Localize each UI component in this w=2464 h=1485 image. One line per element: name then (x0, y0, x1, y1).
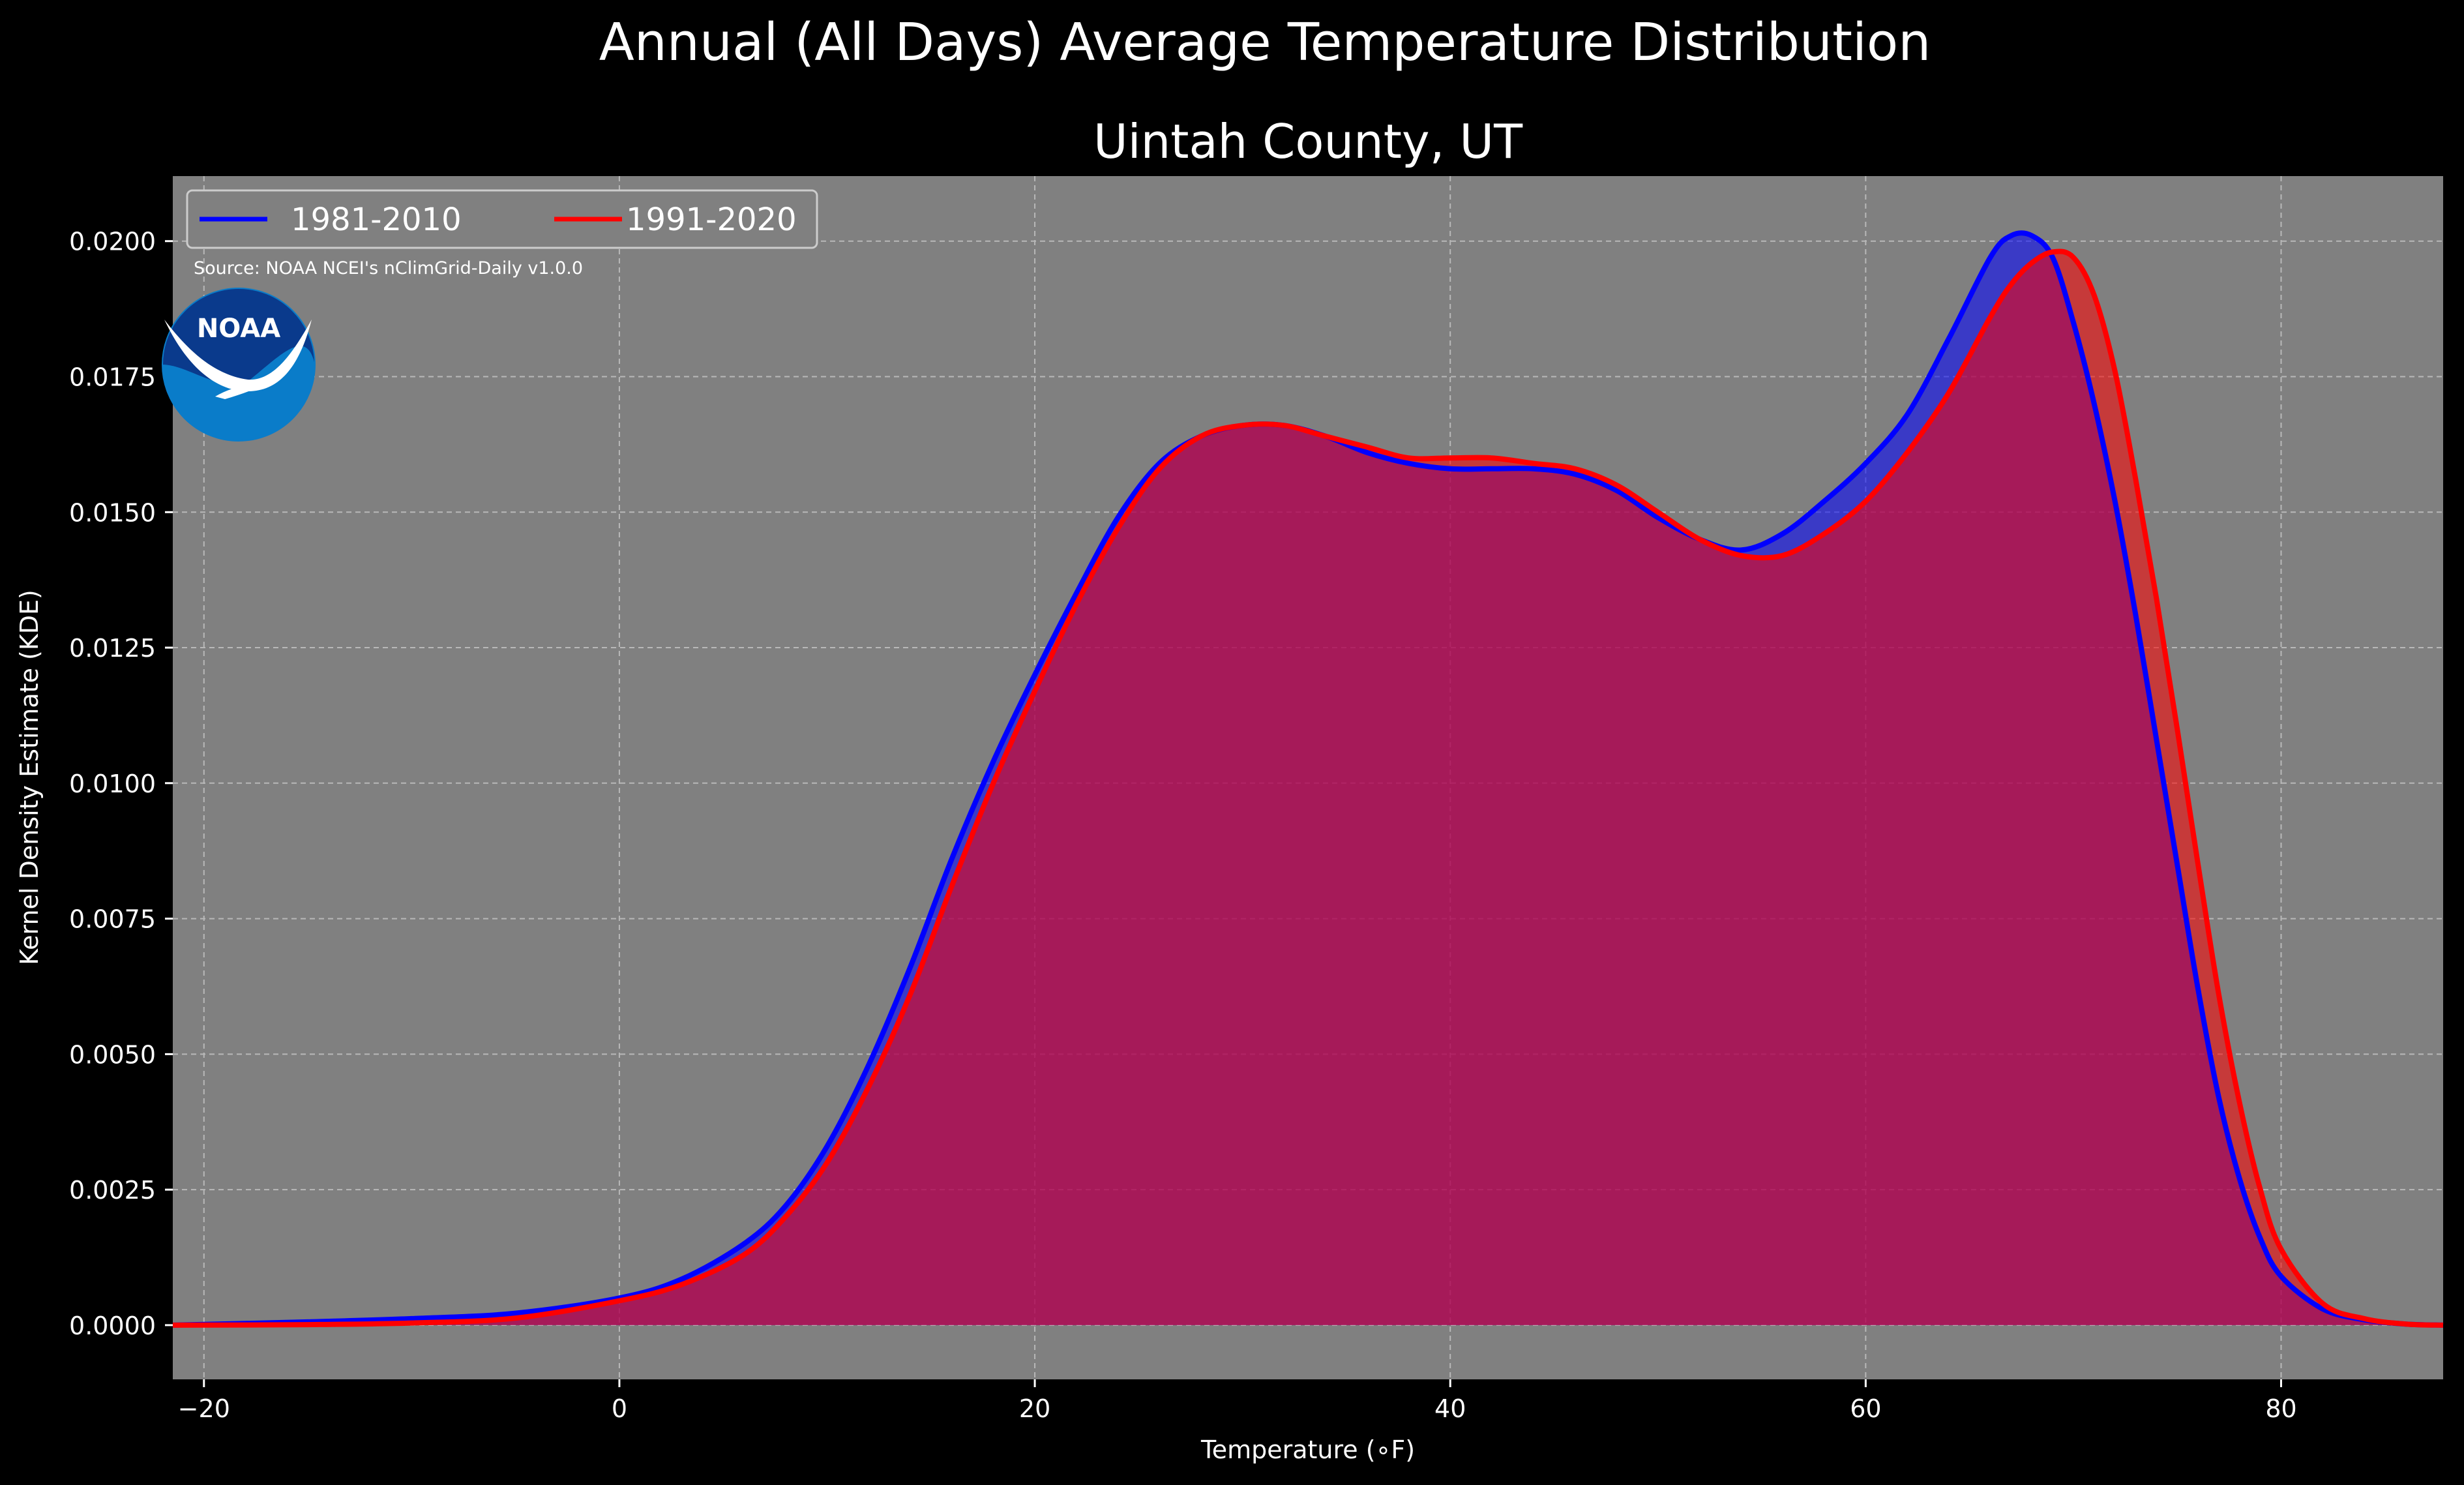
y-tick-label: 0.0075 (69, 905, 156, 934)
series-fill-1991-2020 (173, 251, 2443, 1325)
y-tick-label: 0.0000 (69, 1312, 156, 1340)
noaa-logo-text: NOAA (197, 314, 280, 344)
chart-subtitle: Uintah County, UT (1093, 114, 1523, 169)
series-line-1991-2020 (172, 248, 2444, 1328)
series-line-1981-2010 (172, 230, 2444, 1328)
y-tick-label: 0.0100 (69, 770, 156, 798)
x-tick-label: 0 (612, 1394, 627, 1423)
x-tick-label: −20 (178, 1394, 230, 1423)
x-axis-label: Temperature (∘F) (1200, 1435, 1415, 1464)
y-tick-label: 0.0125 (69, 634, 156, 663)
legend: 1981-2010 1991-2020 (186, 189, 818, 249)
y-tick-label: 0.0050 (69, 1040, 156, 1069)
x-tick-label: 60 (1850, 1394, 1881, 1423)
y-tick-label: 0.0150 (69, 498, 156, 527)
legend-label-1991-2020: 1991-2020 (626, 202, 797, 238)
y-tick-label: 0.0200 (69, 228, 156, 256)
noaa-logo: NOAA (162, 288, 316, 442)
y-tick-label: 0.0025 (69, 1176, 156, 1205)
legend-box (186, 189, 818, 249)
x-axis-ticks: −20 0 20 40 60 80 (178, 1379, 2297, 1423)
y-axis-label: Kernel Density Estimate (KDE) (15, 590, 44, 965)
figure-title: Annual (All Days) Average Temperature Di… (599, 12, 1931, 72)
y-axis-ticks: 0.0000 0.0025 0.0050 0.0075 0.0100 0.0125 0.01… (69, 228, 173, 1340)
series-lines (172, 230, 2444, 1328)
legend-label-1981-2010: 1981-2010 (291, 202, 462, 238)
source-note: Source: NOAA NCEI's nClimGrid-Daily v1.0… (194, 258, 583, 278)
x-tick-label: 40 (1434, 1394, 1466, 1423)
x-tick-label: 80 (2265, 1394, 2296, 1423)
series-fills (173, 233, 2443, 1325)
x-tick-label: 20 (1019, 1394, 1050, 1423)
y-tick-label: 0.0175 (69, 363, 156, 392)
